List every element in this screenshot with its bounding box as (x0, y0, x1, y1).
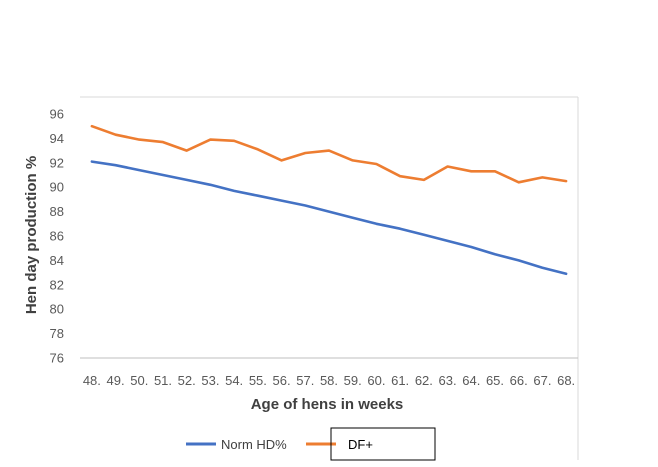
y-tick-label: 80 (50, 302, 64, 317)
x-tick-label: 51. (154, 373, 172, 388)
x-tick-label: 60. (367, 373, 385, 388)
x-tick-label: 59. (344, 373, 362, 388)
legend: Norm HD% DF+ (186, 427, 436, 461)
x-tick-label: 66. (510, 373, 528, 388)
x-tick-label: 49. (107, 373, 125, 388)
series-line-norm-hd (90, 160, 568, 276)
x-tick-label: 50. (130, 373, 148, 388)
y-tick-label: 92 (50, 155, 64, 170)
x-axis-ticks: 48. 49. 50. 51. 52. 53. 54. 55. 56. 57. 58. 59. 60. 6… (83, 373, 575, 388)
x-tick-label: 53. (201, 373, 219, 388)
legend-box-df (330, 427, 436, 461)
y-tick-label: 94 (50, 131, 64, 146)
y-axis-ticks: 76 78 80 82 84 86 88 90 92 94 96 (50, 107, 64, 366)
x-tick-label: 62. (415, 373, 433, 388)
y-tick-label: 88 (50, 204, 64, 219)
x-tick-label: 55. (249, 373, 267, 388)
y-tick-label: 76 (50, 351, 64, 366)
x-tick-label: 68. (557, 373, 575, 388)
x-tick-label: 65. (486, 373, 504, 388)
y-tick-label: 86 (50, 229, 64, 244)
x-tick-label: 54. (225, 373, 243, 388)
legend-label-df: DF+ (348, 437, 373, 452)
y-axis-title: Hen day production % (23, 156, 40, 314)
x-tick-label: 48. (83, 373, 101, 388)
x-tick-label: 56. (273, 373, 291, 388)
x-tick-label: 63. (439, 373, 457, 388)
x-tick-label: 64. (462, 373, 480, 388)
y-tick-label: 90 (50, 180, 64, 195)
y-tick-label: 82 (50, 277, 64, 292)
legend-label-norm: Norm HD% (221, 437, 287, 452)
y-tick-label: 96 (50, 107, 64, 122)
x-tick-label: 52. (178, 373, 196, 388)
x-tick-label: 58. (320, 373, 338, 388)
x-axis-title: Age of hens in weeks (251, 396, 404, 413)
x-tick-label: 61. (391, 373, 409, 388)
y-tick-label: 84 (50, 253, 64, 268)
series-layer (90, 124, 568, 276)
x-tick-label: 67. (533, 373, 551, 388)
y-tick-label: 78 (50, 326, 64, 341)
series-line-df-plus (90, 124, 568, 184)
x-tick-label: 57. (296, 373, 314, 388)
